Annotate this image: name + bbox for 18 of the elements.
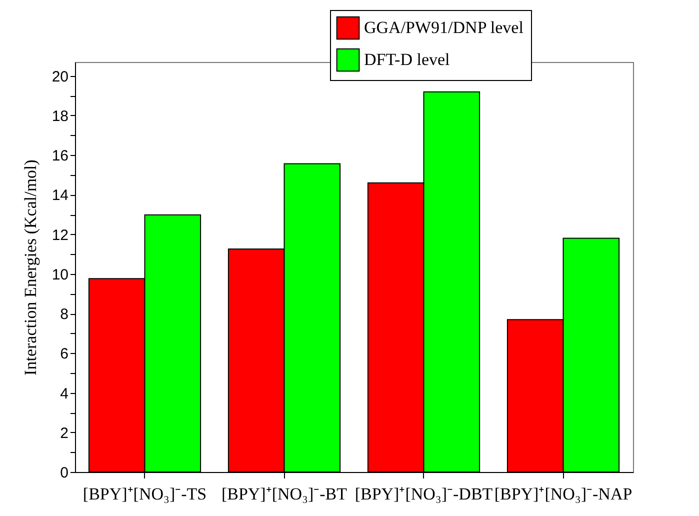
y-tick-label: 4 (60, 385, 68, 402)
y-tick-label: 18 (52, 108, 68, 125)
x-tick-label: [BPY]⁺[NO₃]⁻-TS (82, 484, 207, 504)
y-tick-label: 10 (52, 266, 68, 284)
y-tick-label: 14 (52, 187, 68, 204)
x-tick-label: [BPY]⁺[NO₃]⁻-BT (221, 484, 348, 504)
y-tick-label: 16 (52, 148, 68, 165)
y-axis-title: Interaction Energies (Kcal/mol) (20, 160, 40, 376)
y-tick-label: 8 (60, 306, 68, 324)
y-tick-label: 6 (60, 346, 68, 363)
y-tick-label: 2 (60, 424, 68, 442)
legend-label: GGA/PW91/DNP level (364, 18, 524, 37)
y-tick-label: 20 (52, 68, 68, 86)
legend-label: DFT-D level (364, 50, 450, 69)
y-tick-label: 12 (52, 226, 68, 244)
x-tick-label: [BPY]⁺[NO₃]⁻-DBT (354, 484, 494, 504)
x-tick-label: [BPY]⁺[NO₃]⁻-NAP (494, 484, 632, 504)
y-tick-label: 0 (60, 464, 68, 482)
